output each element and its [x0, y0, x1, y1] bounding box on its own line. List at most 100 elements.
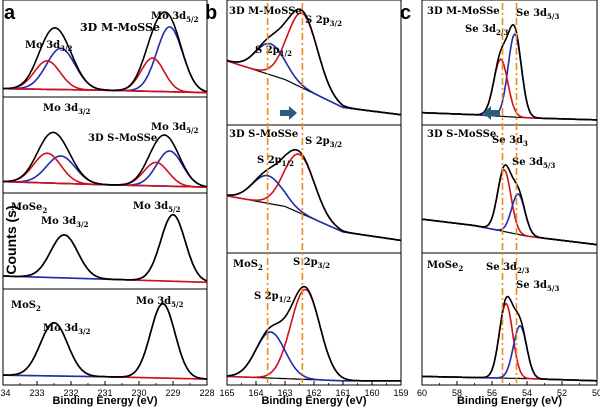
fit-peak-1f2ca8 — [3, 304, 207, 379]
peak-label: S 2p1/2 — [257, 155, 294, 168]
peak-label-subscript: 1/2 — [279, 295, 291, 304]
x-tick-label: 160 — [364, 388, 379, 398]
peak-label-main: 3D S-MoSSe — [88, 133, 157, 144]
peak-label: S 2p3/2 — [305, 136, 342, 149]
peak-label: Mo 3d3/2 — [43, 103, 91, 116]
x-tick-label: 159 — [393, 388, 408, 398]
subplot-curves — [3, 215, 207, 283]
peak-label: MoS2 — [11, 300, 41, 313]
y-axis-label: Counts (s) — [3, 205, 19, 274]
fit-peak-1f2ca8 — [227, 176, 401, 241]
panel-c-subplot-2: 3D S-MoSSeSe 3d3 Se 3d5/3 — [422, 125, 597, 253]
peak-label: S 2p3/2 — [293, 257, 330, 270]
x-axis-label-a: Binding Energy (eV) — [52, 395, 157, 407]
subplot-curves — [227, 150, 401, 241]
peak-label-main: Mo 3d — [151, 11, 186, 22]
x-tick-label: 50 — [592, 388, 600, 398]
fit-peak-d0101a — [3, 323, 207, 379]
peak-label: 3D S-MoSSe — [427, 129, 496, 140]
peak-label-subscript: 2 — [458, 264, 463, 273]
panel-c-subplot-1: 3D M-MoSSe Se 3d5/3Se 3d2/3 — [422, 0, 597, 125]
peak-label: Mo 3d3/2 — [41, 216, 89, 229]
envelope-curve — [422, 297, 597, 381]
peak-label: S 2p1/2 — [254, 291, 291, 304]
peak-label-main: Mo 3d — [43, 323, 78, 334]
fit-peak-1f2ca8 — [422, 194, 597, 245]
fit-peak-1f2ca8 — [3, 215, 207, 281]
peak-label-main: 3D S-MoSSe — [229, 129, 298, 140]
x-tick-label: 60 — [417, 388, 427, 398]
envelope-curve — [422, 25, 597, 120]
peak-label: Se 3d3 — [492, 135, 528, 148]
peak-label-subscript: 3/2 — [76, 220, 88, 229]
envelope-curve — [3, 304, 207, 379]
envelope-curve — [3, 215, 207, 281]
fit-peak-d0101a — [3, 162, 207, 187]
peak-label-subscript: 2/3 — [517, 266, 529, 275]
peak-label-main: Mo 3d — [133, 201, 168, 212]
panel-letter-a: a — [4, 2, 16, 24]
peak-label-main: MoSe — [11, 202, 42, 213]
fit-peak-d0101a — [422, 170, 597, 245]
peak-label-subscript: 3/2 — [78, 107, 90, 116]
peak-label-subscript: 3/2 — [60, 44, 72, 53]
peak-label: Mo 3d3/2 — [43, 323, 91, 336]
shift-arrow-right — [280, 106, 297, 120]
peak-label-main: Se 3d — [516, 280, 547, 291]
peak-label: Mo 3d5/2 — [133, 201, 181, 214]
peak-label: 3D M-MoSSe — [80, 21, 160, 34]
peak-label-main: Mo 3d — [25, 40, 60, 51]
peak-label-main: Mo 3d — [136, 296, 171, 307]
peak-label-main: Mo 3d — [151, 122, 186, 133]
peak-label-subscript: 1/2 — [282, 159, 294, 168]
x-axis-label-c: Binding Energy (eV) — [457, 395, 562, 407]
peak-label-main: MoS — [11, 300, 36, 311]
peak-label-subscript: 5/3 — [547, 12, 559, 21]
peak-label-subscript: 5/3 — [547, 284, 559, 293]
peak-label: S 2p1/2 — [255, 45, 292, 58]
peak-label-subscript: 3/2 — [78, 327, 90, 336]
peak-label-subscript: 5/2 — [171, 300, 183, 309]
fit-peak-d0101a — [227, 154, 401, 240]
peak-label-subscript: 2 — [36, 304, 41, 313]
x-tick-label: 228 — [199, 388, 214, 398]
peak-label-subscript: 2 — [42, 206, 47, 215]
fit-peak-d0101a — [422, 304, 597, 381]
peak-label: Se 3d5/3 — [516, 280, 559, 293]
subplot-frame — [227, 253, 401, 385]
peak-label: MoSe2 — [427, 260, 463, 273]
peak-label-main: MoSe — [427, 260, 458, 271]
subplot-curves — [3, 304, 207, 379]
x-tick-label: 229 — [165, 388, 180, 398]
fit-peak-1f2ca8 — [422, 326, 597, 381]
peak-label-main: Se 3d — [516, 8, 547, 19]
peak-label-main: S 2p — [257, 155, 282, 166]
fit-peak-d0101a — [422, 59, 597, 120]
subplot-curves — [422, 25, 597, 120]
panel-letter-b: b — [205, 2, 217, 24]
peak-label: Se 3d5/3 — [512, 157, 555, 170]
x-tick-label: 234 — [0, 388, 11, 398]
fit-peak-d0101a — [227, 13, 401, 115]
fit-peak-d0101a — [3, 235, 207, 282]
peak-label-subscript: 2 — [258, 263, 263, 272]
peak-label-subscript: 3 — [523, 139, 528, 148]
peak-label: Mo 3d5/2 — [151, 122, 199, 135]
subplot-curves — [422, 165, 597, 245]
panel-letter-c: c — [400, 2, 411, 24]
peak-label-subscript: 5/2 — [186, 126, 198, 135]
panel-b-subplot-2: 3D S-MoSSeS 2p3/2S 2p1/2 — [227, 125, 401, 253]
peak-label-subscript: 3/2 — [330, 140, 342, 149]
peak-label-main: S 2p — [254, 291, 279, 302]
peak-label-main: 3D M-MoSSe — [229, 6, 302, 17]
shift-arrow-left — [483, 106, 500, 120]
peak-label-main: Mo 3d — [41, 216, 76, 227]
peak-label-main: S 2p — [305, 15, 330, 26]
fit-peak-d0101a — [3, 58, 207, 93]
panel-c-subplot-3: MoSe2 Se 3d 2/3 Se 3d5/3 — [422, 253, 597, 385]
peak-label-subscript: 5/2 — [168, 205, 180, 214]
peak-label-main: 3D M-MoSSe — [427, 6, 500, 17]
